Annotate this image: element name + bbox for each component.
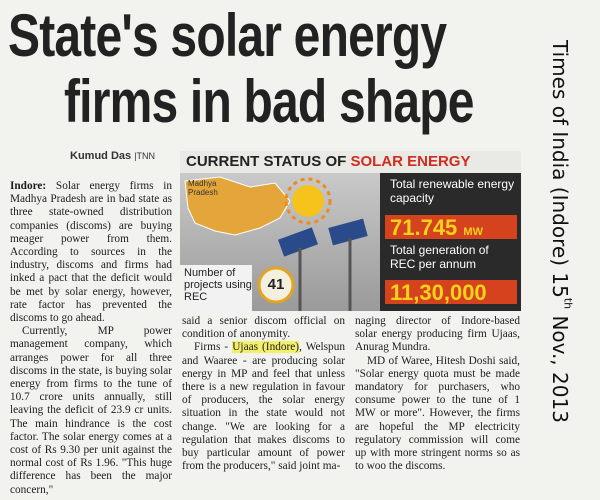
author: Kumud Das bbox=[70, 150, 132, 162]
column: said a senior discom official on conditi… bbox=[182, 315, 345, 473]
agency: TNN bbox=[136, 151, 156, 161]
infographic: CURRENT STATUS OF SOLAR ENERGY Madhya Pr… bbox=[180, 151, 521, 311]
text: Firms - bbox=[194, 341, 229, 354]
illustration bbox=[180, 173, 521, 311]
projects-box bbox=[180, 265, 252, 311]
stat-number: 71.745 bbox=[390, 215, 458, 240]
map bbox=[184, 176, 291, 236]
column: naging director of Indore-based solar en… bbox=[355, 315, 520, 473]
projects-value: 41 bbox=[267, 276, 285, 293]
source-date: Nov., 2013 bbox=[548, 315, 572, 423]
paragraph: naging director of Indore-based solar en… bbox=[355, 315, 520, 354]
source-note: Times of India (Indore) 15th Nov., 2013 bbox=[548, 40, 575, 480]
stat-unit: MW bbox=[463, 226, 483, 238]
infographic-title: CURRENT STATUS OF SOLAR ENERGY bbox=[180, 151, 521, 173]
separator: | bbox=[134, 151, 137, 161]
solar-panel bbox=[278, 227, 318, 257]
stat-value: 71.745 MW bbox=[390, 215, 515, 241]
source-text: Times of India (Indore) 15 bbox=[548, 40, 572, 298]
text: Solar energy firms in Madhya Pradesh are… bbox=[10, 180, 173, 325]
projects-circle bbox=[257, 266, 295, 304]
stat-label: Total generation of REC per annum bbox=[390, 243, 489, 271]
stat-label: Total renewable energy capacity bbox=[390, 177, 515, 205]
headline-line1: State's solar energy bbox=[8, 2, 447, 69]
stat-value-box bbox=[385, 280, 517, 304]
paragraph: MD of Waree, Hitesh Doshi said, "Solar e… bbox=[355, 354, 520, 473]
source-superscript: th bbox=[561, 297, 575, 310]
title-part: SOLAR ENERGY bbox=[350, 153, 471, 170]
paragraph: said a senior discom official on conditi… bbox=[182, 315, 345, 341]
headline-line2: firms in bad shape bbox=[64, 68, 475, 135]
column: Indore: Solar energy firms in Madhya Pra… bbox=[10, 180, 172, 497]
stat-value: 11,30,000 bbox=[390, 280, 487, 305]
stat-value-box bbox=[385, 215, 517, 239]
paragraph: Firms - Ujaas (Indore), Welspun and Waar… bbox=[182, 341, 345, 473]
map-label: Madhya Pradesh bbox=[188, 179, 218, 197]
sun bbox=[292, 185, 324, 217]
sun-rays bbox=[284, 177, 332, 225]
title-part: CURRENT STATUS OF bbox=[186, 153, 347, 170]
paragraph: Indore: Solar energy firms in Madhya Pra… bbox=[10, 180, 172, 325]
projects-label: Number of projects using REC bbox=[184, 267, 252, 303]
paragraph: Currently, MP power management company, … bbox=[10, 325, 172, 496]
highlight: Ujaas (Indore) bbox=[232, 341, 300, 354]
dateline: Indore: bbox=[10, 180, 47, 192]
byline: Kumud Das |TNN bbox=[70, 150, 155, 162]
text: , Welspun and Waaree - are producing sol… bbox=[182, 341, 345, 473]
